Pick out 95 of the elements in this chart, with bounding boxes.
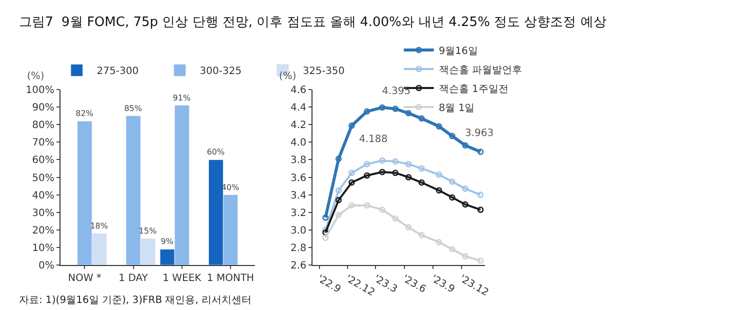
y-tick-label: 4.0	[290, 138, 306, 149]
point	[405, 160, 412, 168]
point	[335, 212, 342, 218]
point	[335, 196, 342, 204]
x-tick-label: NOW *	[68, 273, 102, 284]
point	[462, 253, 468, 260]
data-label: 9%	[160, 237, 174, 246]
point	[348, 170, 355, 176]
data-label: 82%	[76, 109, 94, 118]
y-tick-label: 90%	[32, 102, 54, 114]
point	[348, 122, 355, 129]
y-tick-label: 50%	[32, 172, 54, 184]
y-tick-label: 3.8	[290, 155, 306, 166]
point	[322, 214, 329, 221]
point	[364, 202, 370, 208]
point	[392, 106, 399, 112]
point	[392, 215, 399, 222]
annotation: 4.395	[382, 86, 411, 97]
point	[448, 194, 456, 201]
y-tick-label: 30%	[32, 208, 54, 219]
point	[335, 187, 342, 194]
point	[379, 157, 386, 164]
point	[448, 178, 456, 185]
y-tick-label: 100%	[26, 85, 54, 96]
legend-label: 8월 1일	[438, 102, 475, 114]
point	[335, 156, 342, 162]
y-tick-label: 80%	[32, 120, 54, 132]
point	[405, 224, 412, 230]
text: 그림7 9월 FOMC, 75p 인상 단행 전망, 이후 점도표 올해 4.00%와 내년 4.25% 정도 상향조정 예상	[19, 15, 606, 30]
point	[322, 229, 329, 236]
point	[379, 206, 386, 213]
point	[405, 174, 412, 180]
y-tick-label: 0%	[38, 260, 54, 272]
y-tick-label: 2.8	[290, 242, 306, 254]
data-label: 85%	[124, 104, 142, 113]
x-tick-label: '23.9	[429, 273, 456, 296]
point	[477, 192, 484, 198]
point	[477, 257, 484, 264]
point	[364, 172, 370, 179]
point	[448, 132, 456, 140]
point	[462, 201, 468, 208]
text: 자료: 1)(9월16일 기준), 3)FRB 재인용, 리서치센터	[19, 295, 252, 306]
legend-label: 300-325	[200, 66, 242, 78]
data-label: 60%	[206, 148, 226, 157]
x-tick-label: 1 WEEK	[162, 273, 202, 284]
y-tick-label: 70%	[32, 138, 54, 149]
point	[418, 165, 425, 172]
y-tick-label: 20%	[32, 225, 54, 236]
y-tick-label: 3.2	[290, 208, 306, 219]
point	[418, 115, 425, 122]
annotation: 4.188	[359, 134, 388, 145]
point	[322, 226, 329, 234]
point	[418, 232, 425, 238]
point	[364, 108, 370, 115]
point	[379, 168, 386, 176]
legend-label: 275-300	[96, 66, 139, 78]
x-tick-label: 1 DAY	[118, 273, 149, 284]
point	[379, 104, 386, 111]
y-tick-label: 2.6	[290, 260, 306, 272]
point	[436, 187, 442, 194]
annotation: 3.963	[465, 128, 494, 139]
point	[477, 206, 484, 213]
point	[348, 202, 355, 208]
point	[392, 158, 399, 165]
x-tick-label: '22.9	[315, 273, 342, 296]
point	[436, 171, 442, 178]
legend-label: 325-350	[302, 66, 345, 78]
legend-label: 9월16일	[438, 46, 478, 57]
point	[462, 186, 468, 192]
point	[436, 123, 442, 130]
y-tick-label: 3.0	[290, 225, 306, 236]
y-tick-label: 60%	[32, 155, 54, 166]
y-axis-title: (%)	[27, 71, 44, 82]
y-tick-label: 40%	[32, 190, 54, 202]
point	[405, 110, 412, 116]
point	[448, 246, 456, 252]
y-tick-label: 3.4	[290, 190, 306, 202]
y-tick-label: 10%	[32, 242, 54, 254]
point	[392, 170, 399, 176]
y-tick-label: 4.2	[290, 120, 306, 132]
point	[477, 148, 484, 155]
point	[462, 142, 468, 149]
data-label: 91%	[172, 93, 191, 102]
y-tick-label: 4.6	[290, 85, 306, 96]
x-tick-label: 1 MONTH	[206, 273, 254, 284]
point	[418, 179, 425, 186]
legend-label: 잭슨홀 파월발언후	[438, 64, 522, 76]
y-tick-label: 4.4	[290, 102, 306, 114]
point	[322, 234, 329, 241]
point	[436, 239, 442, 246]
y-axis-title: (%)	[279, 71, 296, 82]
point	[364, 160, 370, 168]
y-tick-label: 3.6	[290, 172, 306, 184]
point	[348, 179, 355, 186]
legend-label: 잭슨홀 1주일전	[438, 84, 508, 95]
